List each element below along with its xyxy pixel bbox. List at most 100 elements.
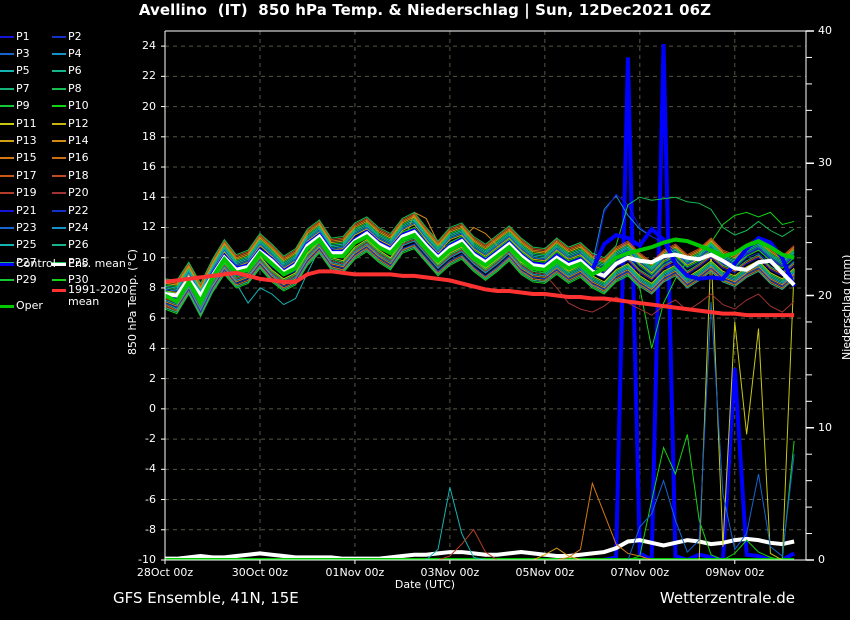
legend-swatch-icon — [0, 87, 14, 90]
legend-item-p27[interactable]: P27 — [0, 254, 37, 271]
legend-item-p22[interactable]: P22 — [52, 202, 89, 219]
legend-item-p26[interactable]: P26 — [52, 237, 89, 254]
legend-row: P15 P16 — [0, 150, 130, 167]
legend-item-p6[interactable]: P6 — [52, 63, 82, 80]
legend-item-p28[interactable]: P28 — [52, 254, 89, 271]
legend-item-p10[interactable]: P10 — [52, 98, 89, 115]
legend-item-p5[interactable]: P5 — [0, 63, 30, 80]
legend-swatch-icon — [52, 279, 66, 282]
y-tick-label-left: -4 — [145, 462, 156, 476]
legend-item-p24[interactable]: P24 — [52, 219, 89, 236]
x-tick-label: 09Nov 00z — [705, 566, 765, 579]
legend-item-p29[interactable]: P29 — [0, 271, 37, 288]
legend-swatch-icon — [52, 157, 66, 160]
legend-item-p25[interactable]: P25 — [0, 237, 37, 254]
legend-row: P7 P8 — [0, 80, 130, 97]
precip-line-p3-precip — [165, 302, 795, 560]
legend-item-p8[interactable]: P8 — [52, 80, 82, 97]
legend-item-p12[interactable]: P12 — [52, 115, 89, 132]
legend-item-p14[interactable]: P14 — [52, 132, 89, 149]
legend-row: P9 P10 — [0, 98, 130, 115]
legend-swatch-icon — [52, 53, 66, 56]
legend-swatch-icon — [52, 209, 66, 212]
y-tick-label-left: 16 — [142, 160, 156, 174]
legend-item-label: P10 — [68, 99, 89, 113]
legend-swatch-icon — [52, 263, 66, 266]
legend-item-p18[interactable]: P18 — [52, 167, 89, 184]
legend-item-p9[interactable]: P9 — [0, 98, 30, 115]
legend-item-label: P9 — [16, 99, 30, 113]
legend-item-label: P4 — [68, 47, 82, 61]
y-tick-label-left: 22 — [142, 69, 156, 83]
temperature-series-group — [165, 193, 796, 349]
legend-item-p7[interactable]: P7 — [0, 80, 30, 97]
y-tick-label-right: 20 — [818, 288, 832, 302]
legend-item-p15[interactable]: P15 — [0, 150, 37, 167]
y-tick-label-right: 40 — [818, 24, 832, 37]
precip-line-p19-precip — [165, 528, 795, 560]
legend-row: P27 P28 — [0, 254, 130, 271]
y-tick-label-left: 10 — [142, 250, 156, 264]
temp-line-p15 — [165, 214, 795, 288]
legend-item-p13[interactable]: P13 — [0, 132, 37, 149]
legend-item-p30[interactable]: P30 — [52, 271, 89, 288]
y-tick-label-right: 30 — [818, 156, 832, 170]
legend-item-label: P2 — [68, 29, 82, 43]
legend-item-oper[interactable]: Oper — [0, 300, 43, 312]
temp-line-p7 — [165, 220, 795, 294]
legend-item-label: P7 — [16, 81, 30, 95]
y-tick-label-right: 10 — [818, 420, 832, 434]
legend-item-p4[interactable]: P4 — [52, 45, 82, 62]
legend-swatch-icon — [52, 226, 66, 229]
legend-row: P5 P6 — [0, 63, 130, 80]
legend-item-label: P18 — [68, 168, 89, 182]
temp-line-1991-2020-mean — [165, 269, 795, 318]
page-title: Avellino (IT) 850 hPa Temp. & Niederschl… — [138, 1, 712, 19]
legend-item-1991-2020-mean[interactable]: 1991-2020 mean — [52, 284, 128, 308]
legend-swatch-icon — [0, 261, 14, 264]
tick-marks — [161, 30, 814, 564]
legend-swatch-icon — [52, 70, 66, 73]
y-tick-label-left: 0 — [149, 401, 156, 415]
legend-item-p21[interactable]: P21 — [0, 202, 37, 219]
legend-swatch-icon — [0, 70, 14, 73]
series-legend: P1 P2 P3 P4 P5 P6 P7 P8 P9 P10 P11 P12 P13 P14 P15 P16 P… — [0, 28, 130, 289]
legend-row: P25 P26 — [0, 237, 130, 254]
y-tick-label-right: 0 — [818, 553, 825, 566]
temp-line-p23 — [165, 222, 795, 296]
legend-item-p11[interactable]: P11 — [0, 115, 37, 132]
y-tick-label-left: 14 — [142, 190, 156, 204]
legend-item-ens-mean[interactable]: Ens. mean — [52, 258, 126, 270]
legend-swatch-icon — [0, 140, 14, 143]
legend-item-label: P23 — [16, 220, 37, 234]
legend-row: P17 P18 — [0, 167, 130, 184]
legend-item-label: P26 — [68, 238, 89, 252]
legend-item-label: P29 — [16, 273, 37, 287]
temp-line-p16 — [165, 245, 795, 315]
legend-item-p3[interactable]: P3 — [0, 45, 30, 62]
legend-swatch-icon — [0, 244, 14, 247]
y-tick-label-left: 6 — [149, 311, 156, 325]
legend-item-p23[interactable]: P23 — [0, 219, 37, 236]
legend-item-p20[interactable]: P20 — [52, 185, 89, 202]
temp-line-p28 — [165, 196, 795, 285]
temp-line-p22 — [165, 243, 795, 314]
x-tick-label: 05Nov 00z — [515, 566, 575, 579]
legend-item-control[interactable]: Control — [0, 258, 56, 270]
legend-row: P13 P14 — [0, 132, 130, 149]
legend-item-p19[interactable]: P19 — [0, 185, 37, 202]
x-tick-label: 03Nov 00z — [420, 566, 480, 579]
legend-item-p2[interactable]: P2 — [52, 28, 82, 45]
legend-item-label: P27 — [16, 255, 37, 269]
x-tick-label: 01Nov 00z — [325, 566, 385, 579]
legend-item-p16[interactable]: P16 — [52, 150, 89, 167]
y-tick-label-left: 20 — [142, 99, 156, 113]
legend-item-p1[interactable]: P1 — [0, 28, 30, 45]
legend-swatch-icon — [0, 122, 14, 125]
legend-item-p17[interactable]: P17 — [0, 167, 37, 184]
y-tick-label-left: 4 — [149, 341, 156, 355]
precip-line-p5-precip — [165, 487, 795, 560]
legend-swatch-icon — [0, 226, 14, 229]
